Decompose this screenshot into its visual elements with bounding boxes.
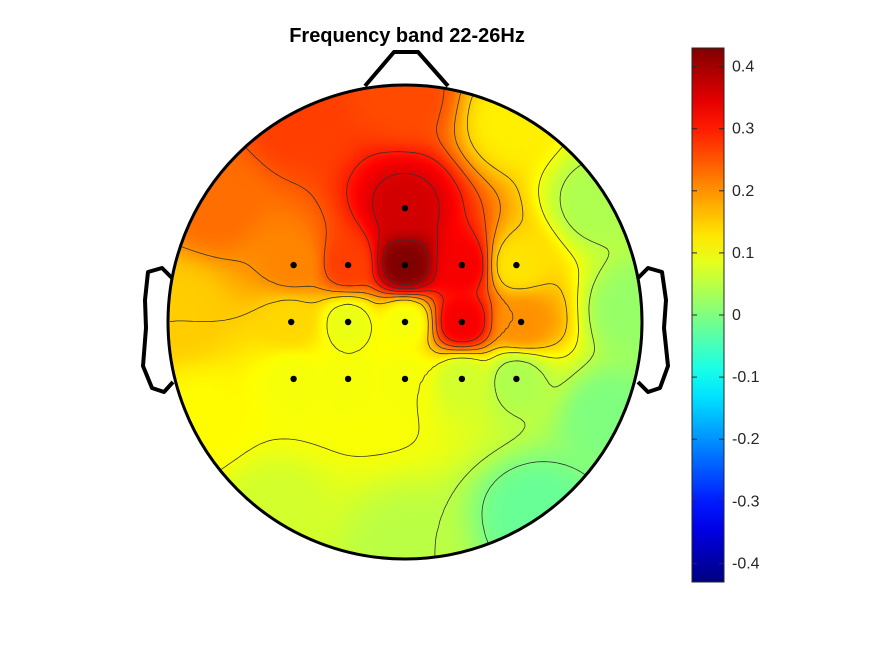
colorbar-tick-label: 0.4: [732, 59, 754, 76]
contour-line: [383, 239, 429, 285]
chart-title: Frequency band 22-26Hz: [289, 25, 525, 47]
head-nose: [363, 50, 450, 88]
colorbar-tick-label: -0.2: [732, 431, 760, 448]
colorbar-tick-label: 0: [732, 307, 741, 324]
electrode-7: [288, 318, 295, 326]
head-outline: [166, 83, 644, 561]
electrode-14: [401, 375, 409, 383]
electrode-4: [401, 261, 409, 269]
electrode-11: [517, 318, 525, 326]
electrode-10: [458, 318, 466, 326]
electrode-13: [344, 375, 352, 383]
contour-line: [346, 151, 486, 343]
colorbar-tick-label: -0.4: [732, 555, 760, 572]
colorbar-gradient: [691, 47, 725, 583]
electrode-8: [344, 318, 352, 326]
electrode-6: [513, 261, 520, 269]
colorbar-tick-label: -0.3: [732, 493, 760, 510]
head-left-ear: [141, 266, 175, 394]
colorbar-ticks: 0.4 0.3 0.2 0.1 0 -0.1 -0.2 -0.3 -0.4: [692, 59, 760, 572]
electrode-3: [344, 261, 352, 269]
head-right-ear: [636, 266, 670, 394]
colorbar-tick-label: 0.1: [732, 245, 754, 262]
colorbar: 0.4 0.3 0.2 0.1 0 -0.1 -0.2 -0.3 -0.4: [691, 47, 760, 583]
electrode-15: [458, 375, 466, 383]
electrode-1: [401, 205, 409, 212]
electrode-9: [401, 318, 409, 326]
electrode-2: [290, 261, 297, 269]
electrode-16: [513, 375, 520, 383]
electrode-12: [290, 375, 297, 383]
contour-line: [372, 173, 440, 290]
colorbar-tick-label: 0.3: [732, 121, 754, 138]
electrode-5: [458, 261, 466, 269]
colorbar-tick-label: 0.2: [732, 183, 754, 200]
electrode-markers: [288, 205, 525, 383]
colorbar-tick-label: -0.1: [732, 369, 760, 386]
